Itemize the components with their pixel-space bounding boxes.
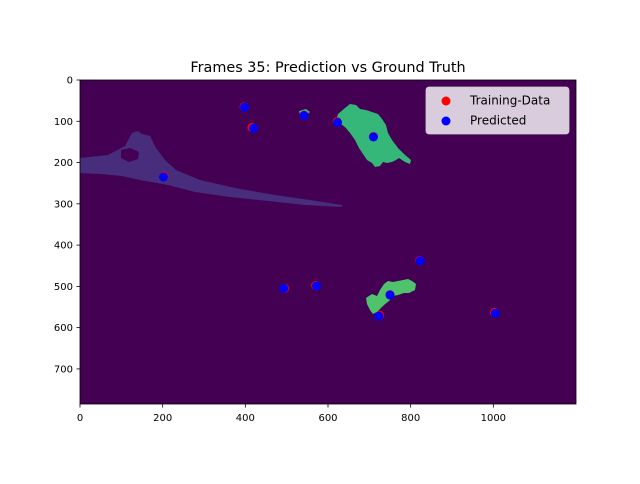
y-axis: 0 100 200 300 400 500 600 700: [54, 76, 80, 376]
x-tick-label: 0: [77, 413, 83, 424]
legend-marker-predicted: [441, 116, 451, 126]
chart-title: Frames 35: Prediction vs Ground Truth: [190, 60, 465, 76]
y-tick-label: 700: [54, 365, 73, 376]
predicted-point-4: [368, 132, 378, 142]
legend-box: [425, 86, 570, 135]
predicted-series: [158, 102, 500, 321]
mask-green-island-top: [299, 104, 411, 167]
predicted-point-0: [240, 102, 250, 112]
x-tick-label: 600: [318, 413, 337, 424]
predicted-point-1: [249, 123, 259, 133]
x-tick-label: 200: [153, 413, 172, 424]
predicted-point-10: [374, 311, 384, 321]
predicted-point-6: [415, 256, 425, 266]
predicted-point-3: [333, 118, 343, 128]
predicted-point-2: [299, 110, 309, 120]
x-tick-label: 1000: [481, 413, 506, 424]
x-tick-label: 800: [401, 413, 420, 424]
predicted-point-5: [158, 172, 168, 182]
y-tick-label: 600: [54, 323, 73, 334]
y-tick-label: 500: [54, 282, 73, 293]
y-tick-label: 200: [54, 158, 73, 169]
predicted-point-7: [311, 281, 321, 291]
mask-faint-region: [80, 131, 342, 207]
y-tick-label: 100: [54, 117, 73, 128]
legend: Training-Data Predicted: [425, 86, 570, 135]
predicted-point-11: [490, 308, 500, 318]
predicted-point-9: [385, 290, 395, 300]
x-tick-label: 400: [236, 413, 255, 424]
legend-marker-training: [441, 96, 451, 106]
legend-label-predicted: Predicted: [470, 114, 526, 128]
y-tick-label: 0: [67, 76, 73, 87]
x-axis: 0 200 400 600 800 1000: [77, 404, 506, 424]
legend-label-training: Training-Data: [469, 94, 550, 108]
y-tick-label: 300: [54, 199, 73, 210]
predicted-point-8: [279, 283, 289, 293]
y-tick-label: 400: [54, 241, 73, 252]
